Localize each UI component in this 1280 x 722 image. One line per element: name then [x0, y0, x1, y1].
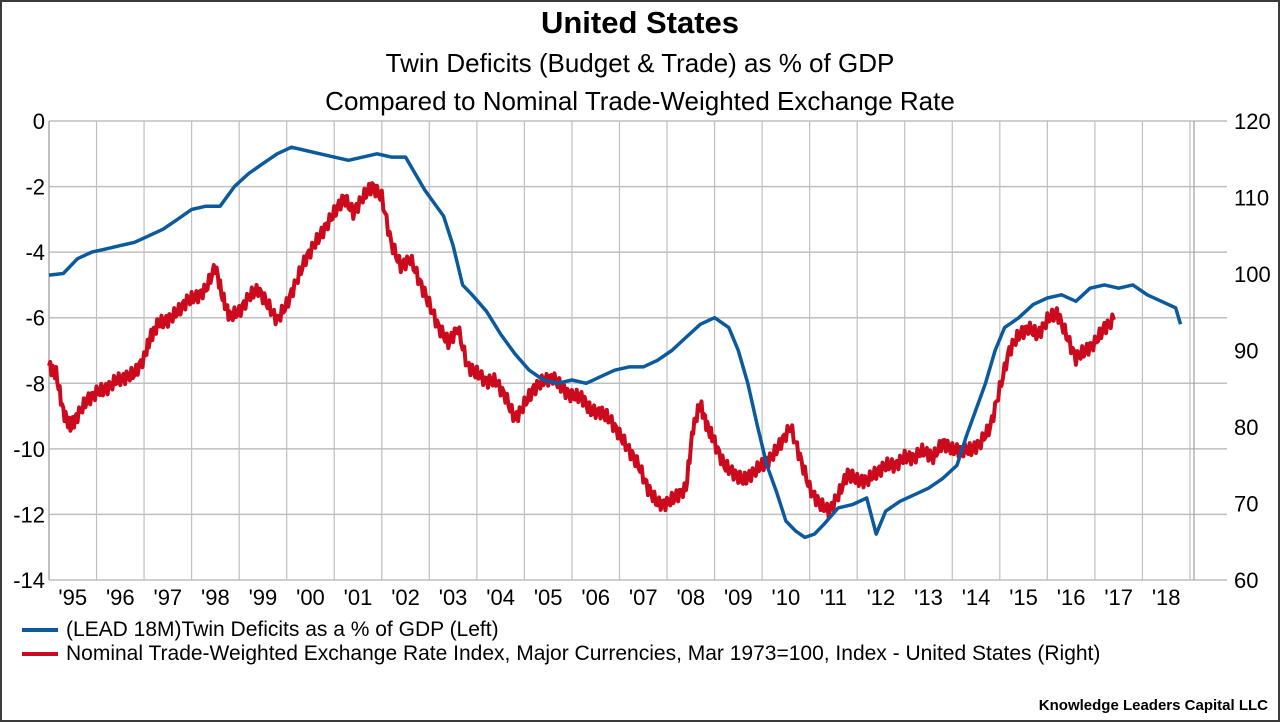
x-tick-label: '98 — [201, 585, 230, 610]
x-tick-label: '95 — [58, 585, 87, 610]
legend-label: (LEAD 18M)Twin Deficits as a % of GDP (L… — [66, 618, 499, 641]
x-tick-label: '02 — [391, 585, 420, 610]
y-left-tick-label: -10 — [13, 437, 45, 462]
x-tick-label: '08 — [676, 585, 705, 610]
y-left-tick-label: -12 — [13, 502, 45, 527]
x-tick-label: '96 — [106, 585, 135, 610]
series-line-twin-deficits — [48, 145, 1183, 540]
x-tick-label: '14 — [962, 585, 991, 610]
legend-item-twin-deficits: (LEAD 18M)Twin Deficits as a % of GDP (L… — [22, 618, 1166, 642]
y-axis-right-ticks: 120 110 100 90 80 70 60 — [1234, 109, 1271, 593]
y-left-tick-label: -6 — [25, 306, 45, 331]
chart-title: United States — [540, 5, 740, 40]
series-line-exchange-rate — [47, 181, 1116, 520]
legend: (LEAD 18M)Twin Deficits as a % of GDP (L… — [22, 618, 1166, 666]
x-tick-label: '15 — [1009, 585, 1038, 610]
y-right-tick-label: 80 — [1234, 415, 1258, 440]
x-tick-label: '97 — [154, 585, 183, 610]
x-tick-label: '03 — [439, 585, 468, 610]
x-tick-label: '01 — [344, 585, 373, 610]
x-tick-label: '04 — [486, 585, 515, 610]
x-tick-label: '16 — [1057, 585, 1086, 610]
y-right-tick-label: 100 — [1234, 262, 1271, 287]
y-left-tick-label: -8 — [25, 371, 45, 396]
y-left-tick-label: -2 — [25, 175, 45, 200]
chart-subtitle-2: Compared to Nominal Trade-Weighted Excha… — [325, 86, 955, 116]
x-axis-ticks: '95 '96 '97 '98 '99 '00 '01 '02 '03 '04 '05 '06 '07 '… — [58, 585, 1180, 610]
y-right-tick-label: 120 — [1234, 109, 1271, 134]
y-left-tick-label: -4 — [25, 240, 45, 265]
gridlines — [48, 120, 1227, 581]
x-tick-label: '09 — [724, 585, 753, 610]
y-right-tick-label: 110 — [1234, 186, 1269, 211]
x-tick-label: '05 — [534, 585, 563, 610]
legend-swatch-red — [22, 652, 58, 656]
x-tick-label: '11 — [820, 585, 847, 610]
x-tick-label: '10 — [772, 585, 801, 610]
series-lines — [47, 145, 1183, 540]
x-tick-label: '13 — [914, 585, 943, 610]
source-credit: Knowledge Leaders Capital LLC — [1038, 697, 1268, 714]
y-right-tick-label: 60 — [1234, 568, 1258, 593]
x-tick-label: '99 — [249, 585, 278, 610]
chart-subtitle-1: Twin Deficits (Budget & Trade) as % of G… — [385, 48, 895, 78]
x-tick-label: '06 — [581, 585, 610, 610]
y-axis-left-ticks: 0 -2 -4 -6 -8 -10 -12 -14 — [13, 109, 45, 593]
x-tick-label: '07 — [629, 585, 658, 610]
y-left-tick-label: -14 — [13, 568, 45, 593]
y-right-tick-label: 90 — [1234, 339, 1258, 364]
x-tick-label: '17 — [1104, 585, 1133, 610]
legend-item-exchange-rate: Nominal Trade-Weighted Exchange Rate Ind… — [22, 642, 1166, 666]
x-tick-label: '00 — [296, 585, 325, 610]
legend-swatch-blue — [22, 628, 58, 632]
y-right-tick-label: 70 — [1234, 492, 1258, 517]
legend-label: Nominal Trade-Weighted Exchange Rate Ind… — [66, 642, 1101, 665]
x-tick-label: '12 — [867, 585, 896, 610]
x-tick-label: '18 — [1152, 585, 1181, 610]
y-left-tick-label: 0 — [33, 109, 45, 134]
